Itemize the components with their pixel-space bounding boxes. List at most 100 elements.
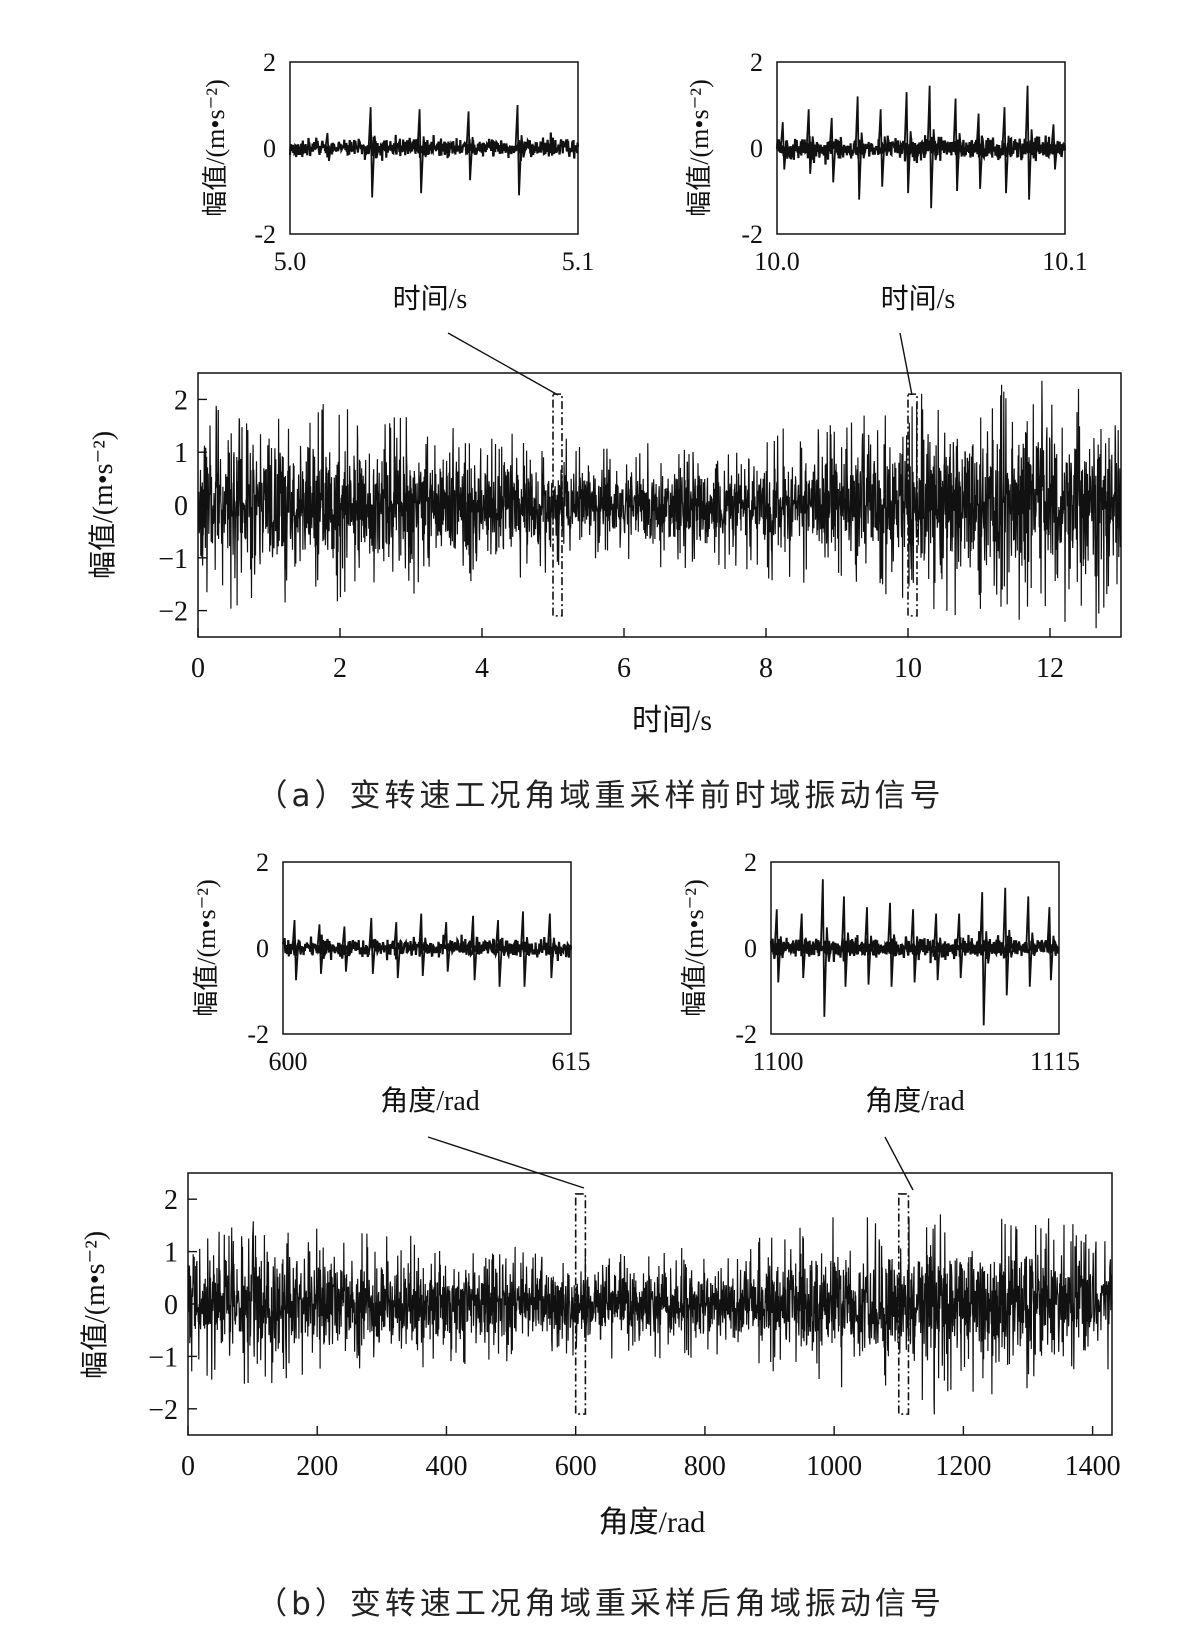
x-tick-label: 400 <box>425 1451 467 1482</box>
impulse <box>520 911 532 987</box>
impulse <box>819 879 832 1017</box>
inset-ytick: 2 <box>263 48 276 77</box>
inset-ytick: 2 <box>750 48 763 77</box>
impulse <box>854 96 867 200</box>
highlight-window <box>897 1193 910 1415</box>
inset-ytick: 2 <box>744 848 757 877</box>
inset-xtick: 1115 <box>1030 1047 1080 1076</box>
impulse <box>979 892 992 1026</box>
impulse <box>1050 124 1063 170</box>
inset-chart-a2: 2 0 -2 10.0 10.1 时间/s 幅值/(m•s⁻²) <box>685 48 1088 315</box>
caption-a: （a）变转速工况角域重采样前时域振动信号 <box>256 778 945 814</box>
impulse <box>443 922 456 972</box>
inset-ytick: 0 <box>744 934 757 963</box>
impulse <box>773 909 786 983</box>
panel-a: 2 0 -2 5.0 5.1 时间/s 幅值/(m•s⁻²) 2 0 -2 10… <box>87 48 1122 737</box>
main-frame <box>187 1172 1113 1436</box>
main-xlabel: 时间/s <box>632 704 712 737</box>
inset-chart-b2: 2 0 -2 1100 1115 角度/rad 幅值/(m•s⁻²) <box>680 848 1080 1117</box>
impulse <box>416 109 429 194</box>
callout-line <box>884 1136 914 1191</box>
y-tick-label: 0 <box>164 1290 178 1321</box>
signal-trace <box>187 1214 1113 1415</box>
impulse <box>1002 887 1015 996</box>
inset-xlabel: 角度/rad <box>380 1085 480 1117</box>
impulse <box>956 913 969 979</box>
y-tick-label: 2 <box>174 385 188 416</box>
impulse <box>926 85 939 209</box>
inset-ytick: -2 <box>741 220 763 249</box>
impulse <box>291 919 304 981</box>
y-tick-label: 2 <box>164 1185 178 1216</box>
inset-chart-a1: 2 0 -2 5.0 5.1 时间/s 幅值/(m•s⁻²) <box>201 48 594 315</box>
inset-xtick: 5.1 <box>562 247 595 276</box>
inset-ytick: 0 <box>256 934 269 963</box>
main-xlabel: 角度/rad <box>599 1506 706 1539</box>
x-tick-label: 12 <box>1036 653 1064 684</box>
y-tick-label: 0 <box>174 491 188 522</box>
inset-signal <box>775 85 1067 209</box>
x-tick-label: 1400 <box>1065 1451 1121 1482</box>
y-tick-label: 1 <box>164 1238 178 1269</box>
impulse <box>887 902 899 987</box>
callout-line <box>899 332 913 396</box>
impulse <box>368 917 381 974</box>
caption-b: （b）变转速工况角域重采样后角域振动信号 <box>256 1586 945 1622</box>
noise-trace <box>288 132 580 162</box>
impulse <box>864 907 876 985</box>
inset-signal <box>769 879 1060 1026</box>
impulse <box>341 926 354 972</box>
y-tick-label: −2 <box>148 1395 178 1426</box>
impulse <box>877 109 890 187</box>
main-axes: 0 200 400 600 800 1000 1200 1400 −2 −1 0 1 2 <box>148 1185 1120 1482</box>
inset-ytick: 2 <box>256 848 269 877</box>
main-signal <box>197 380 1122 629</box>
impulse <box>1046 907 1059 981</box>
impulse <box>465 111 478 181</box>
inset-ylabel: 幅值/(m•s⁻²) <box>201 79 230 217</box>
panel-b: 2 0 -2 600 615 角度/rad 幅值/(m•s⁻²) 2 0 -2 … <box>79 848 1121 1539</box>
impulse <box>828 117 841 183</box>
callout-line <box>447 332 559 396</box>
inset-xlabel: 时间/s <box>393 283 468 315</box>
main-frame <box>197 372 1122 638</box>
x-tick-label: 200 <box>296 1451 338 1482</box>
inset-ytick: -2 <box>735 1020 757 1049</box>
x-tick-label: 1200 <box>935 1451 991 1482</box>
impulse <box>324 132 337 162</box>
impulse <box>418 913 431 977</box>
inset-signal <box>281 911 573 987</box>
inset-ylabel: 幅值/(m•s⁻²) <box>680 879 709 1017</box>
impulse <box>903 92 916 194</box>
impulse <box>1001 107 1014 194</box>
y-tick-label: −1 <box>148 1342 178 1373</box>
inset-ylabel: 幅值/(m•s⁻²) <box>192 879 221 1017</box>
main-signal <box>187 1214 1113 1415</box>
inset-signal <box>288 104 580 198</box>
main-ylabel: 幅值/(m•s⁻²) <box>79 1231 111 1379</box>
noise-trace <box>769 927 1060 964</box>
x-tick-label: 600 <box>555 1451 597 1482</box>
impulse <box>975 113 988 189</box>
x-tick-label: 0 <box>191 653 205 684</box>
inset-xtick: 10.0 <box>754 247 800 276</box>
impulse <box>779 122 792 170</box>
inset-ytick: -2 <box>247 1020 269 1049</box>
callout-line <box>427 1136 585 1189</box>
main-ylabel: 幅值/(m•s⁻²) <box>87 431 119 579</box>
inset-xlabel: 时间/s <box>881 283 956 315</box>
inset-xtick: 615 <box>552 1047 591 1076</box>
inset-xtick: 10.1 <box>1042 247 1088 276</box>
impulse <box>316 924 329 974</box>
y-tick-label: −2 <box>158 597 188 628</box>
noise-trace <box>775 135 1067 165</box>
inset-ytick: 0 <box>263 134 276 163</box>
highlight-windows <box>574 1193 910 1415</box>
inset-xlabel: 角度/rad <box>865 1085 965 1117</box>
x-tick-label: 8 <box>759 653 773 684</box>
x-tick-label: 4 <box>475 653 489 684</box>
x-tick-label: 6 <box>617 653 631 684</box>
